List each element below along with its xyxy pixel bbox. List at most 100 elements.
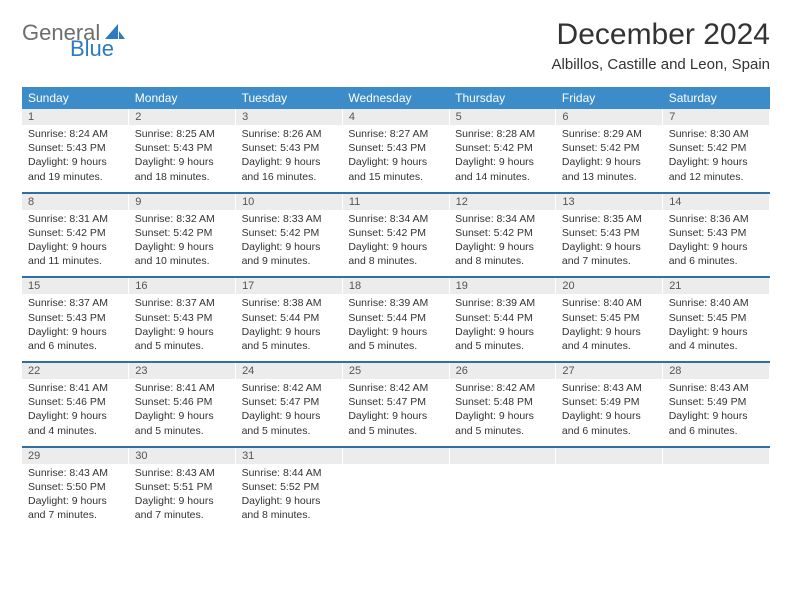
daylight-text: Daylight: 9 hours [562,409,657,423]
day-number: 6 [556,109,663,125]
sunset-text: Sunset: 5:44 PM [348,311,443,325]
day-number: 17 [236,277,343,294]
sunrise-text: Sunrise: 8:40 AM [562,296,657,310]
day-cell: Sunrise: 8:41 AMSunset: 5:46 PMDaylight:… [129,379,236,447]
daylight-text: Daylight: 9 hours [28,155,123,169]
weekday-header: Friday [556,87,663,109]
daylight-text: Daylight: 9 hours [669,409,764,423]
sunrise-text: Sunrise: 8:28 AM [455,127,550,141]
sunrise-text: Sunrise: 8:43 AM [135,466,230,480]
sunset-text: Sunset: 5:52 PM [242,480,337,494]
weekday-header: Wednesday [342,87,449,109]
sunset-text: Sunset: 5:43 PM [669,226,764,240]
weekday-header: Monday [129,87,236,109]
daylight-text: Daylight: 9 hours [348,409,443,423]
daylight-text: and 8 minutes. [348,254,443,268]
daylight-text: and 4 minutes. [28,424,123,438]
daylight-text: and 8 minutes. [242,508,337,522]
day-cell: Sunrise: 8:25 AMSunset: 5:43 PMDaylight:… [129,125,236,193]
daylight-text: Daylight: 9 hours [242,155,337,169]
day-cell: Sunrise: 8:34 AMSunset: 5:42 PMDaylight:… [449,210,556,278]
day-cell: Sunrise: 8:42 AMSunset: 5:47 PMDaylight:… [236,379,343,447]
sunset-text: Sunset: 5:46 PM [28,395,123,409]
day-cell: Sunrise: 8:42 AMSunset: 5:48 PMDaylight:… [449,379,556,447]
day-number: 25 [342,362,449,379]
day-number: 24 [236,362,343,379]
day-number: 21 [663,277,770,294]
day-body-row: Sunrise: 8:41 AM Sunset: 5:46 PM Daylight:… [22,379,770,447]
daylight-text: and 5 minutes. [242,424,337,438]
day-number: 12 [449,193,556,210]
day-cell [663,464,770,531]
sunrise-text: Sunrise: 8:40 AM [669,296,764,310]
sunset-text: Sunset: 5:42 PM [562,141,657,155]
sunrise-text: Sunrise: 8:31 AM [28,212,123,226]
sunrise-text: Sunrise: 8:26 AM [242,127,337,141]
daylight-text: Daylight: 9 hours [242,494,337,508]
sunset-text: Sunset: 5:48 PM [455,395,550,409]
day-number: 20 [556,277,663,294]
sunrise-text: Sunrise: 8:43 AM [669,381,764,395]
day-number: 13 [556,193,663,210]
sunset-text: Sunset: 5:42 PM [455,226,550,240]
daylight-text: and 5 minutes. [242,339,337,353]
day-cell: Sunrise: 8:28 AMSunset: 5:42 PMDaylight:… [449,125,556,193]
sunset-text: Sunset: 5:42 PM [135,226,230,240]
daylight-text: and 11 minutes. [28,254,123,268]
sunset-text: Sunset: 5:43 PM [28,311,123,325]
daylight-text: Daylight: 9 hours [669,155,764,169]
daylight-text: Daylight: 9 hours [455,155,550,169]
day-number [556,447,663,464]
sunset-text: Sunset: 5:51 PM [135,480,230,494]
daylight-text: Daylight: 9 hours [28,325,123,339]
day-body-row: Sunrise: 8:31 AMSunset: 5:42 PMDaylight:… [22,210,770,278]
sunset-text: Sunset: 5:44 PM [455,311,550,325]
day-number: 5 [449,109,556,125]
daylight-text: Daylight: 9 hours [348,240,443,254]
day-number: 18 [342,277,449,294]
day-cell: Sunrise: 8:39 AMSunset: 5:44 PMDaylight:… [449,294,556,362]
day-number: 7 [663,109,770,125]
day-cell: Sunrise: 8:26 AMSunset: 5:43 PMDaylight:… [236,125,343,193]
day-number: 1 [22,109,129,125]
day-cell [342,464,449,531]
sunrise-text: Sunrise: 8:44 AM [242,466,337,480]
day-cell: Sunrise: 8:35 AMSunset: 5:43 PMDaylight:… [556,210,663,278]
daylight-text: Daylight: 9 hours [135,155,230,169]
sunset-text: Sunset: 5:43 PM [348,141,443,155]
day-number: 10 [236,193,343,210]
sunrise-text: Sunrise: 8:39 AM [455,296,550,310]
daylight-text: and 10 minutes. [135,254,230,268]
day-number [342,447,449,464]
sunset-text: Sunset: 5:43 PM [562,226,657,240]
sunrise-text: Sunrise: 8:41 AM [135,381,230,395]
daylight-text: Daylight: 9 hours [28,240,123,254]
day-cell: Sunrise: 8:30 AMSunset: 5:42 PMDaylight:… [663,125,770,193]
sunrise-text: Sunrise: 8:37 AM [135,296,230,310]
weekday-header: Thursday [449,87,556,109]
sunrise-text: Sunrise: 8:27 AM [348,127,443,141]
weekday-header: Sunday [22,87,129,109]
day-cell: Sunrise: 8:43 AMSunset: 5:51 PMDaylight:… [129,464,236,531]
sunrise-text: Sunrise: 8:25 AM [135,127,230,141]
day-number-row: 293031 [22,447,770,464]
daylight-text: Daylight: 9 hours [242,325,337,339]
day-cell: Sunrise: 8:27 AMSunset: 5:43 PMDaylight:… [342,125,449,193]
sunset-text: Sunset: 5:43 PM [242,141,337,155]
sunrise-text: Sunrise: 8:24 AM [28,127,123,141]
daylight-text: Daylight: 9 hours [455,240,550,254]
daylight-text: and 5 minutes. [348,424,443,438]
day-cell: Sunrise: 8:31 AMSunset: 5:42 PMDaylight:… [22,210,129,278]
daylight-text: and 7 minutes. [28,508,123,522]
daylight-text: Daylight: 9 hours [135,494,230,508]
day-cell: Sunrise: 8:37 AMSunset: 5:43 PMDaylight:… [129,294,236,362]
daylight-text: and 7 minutes. [135,508,230,522]
sunrise-text: Sunrise: 8:42 AM [348,381,443,395]
day-number: 27 [556,362,663,379]
logo: General Blue [22,22,125,60]
daylight-text: and 18 minutes. [135,170,230,184]
daylight-text: and 5 minutes. [455,339,550,353]
daylight-text: and 5 minutes. [348,339,443,353]
location-subtitle: Albillos, Castille and Leon, Spain [552,56,770,73]
daylight-text: and 6 minutes. [669,254,764,268]
